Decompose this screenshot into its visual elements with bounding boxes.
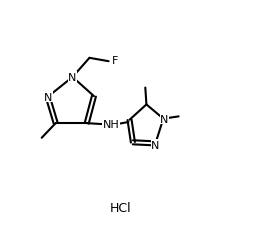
Text: F: F bbox=[112, 56, 118, 66]
Text: N: N bbox=[151, 140, 160, 150]
Text: NH: NH bbox=[103, 120, 119, 130]
Text: N: N bbox=[68, 73, 77, 83]
Text: N: N bbox=[160, 114, 169, 124]
Text: HCl: HCl bbox=[110, 201, 132, 214]
Text: N: N bbox=[44, 92, 52, 102]
